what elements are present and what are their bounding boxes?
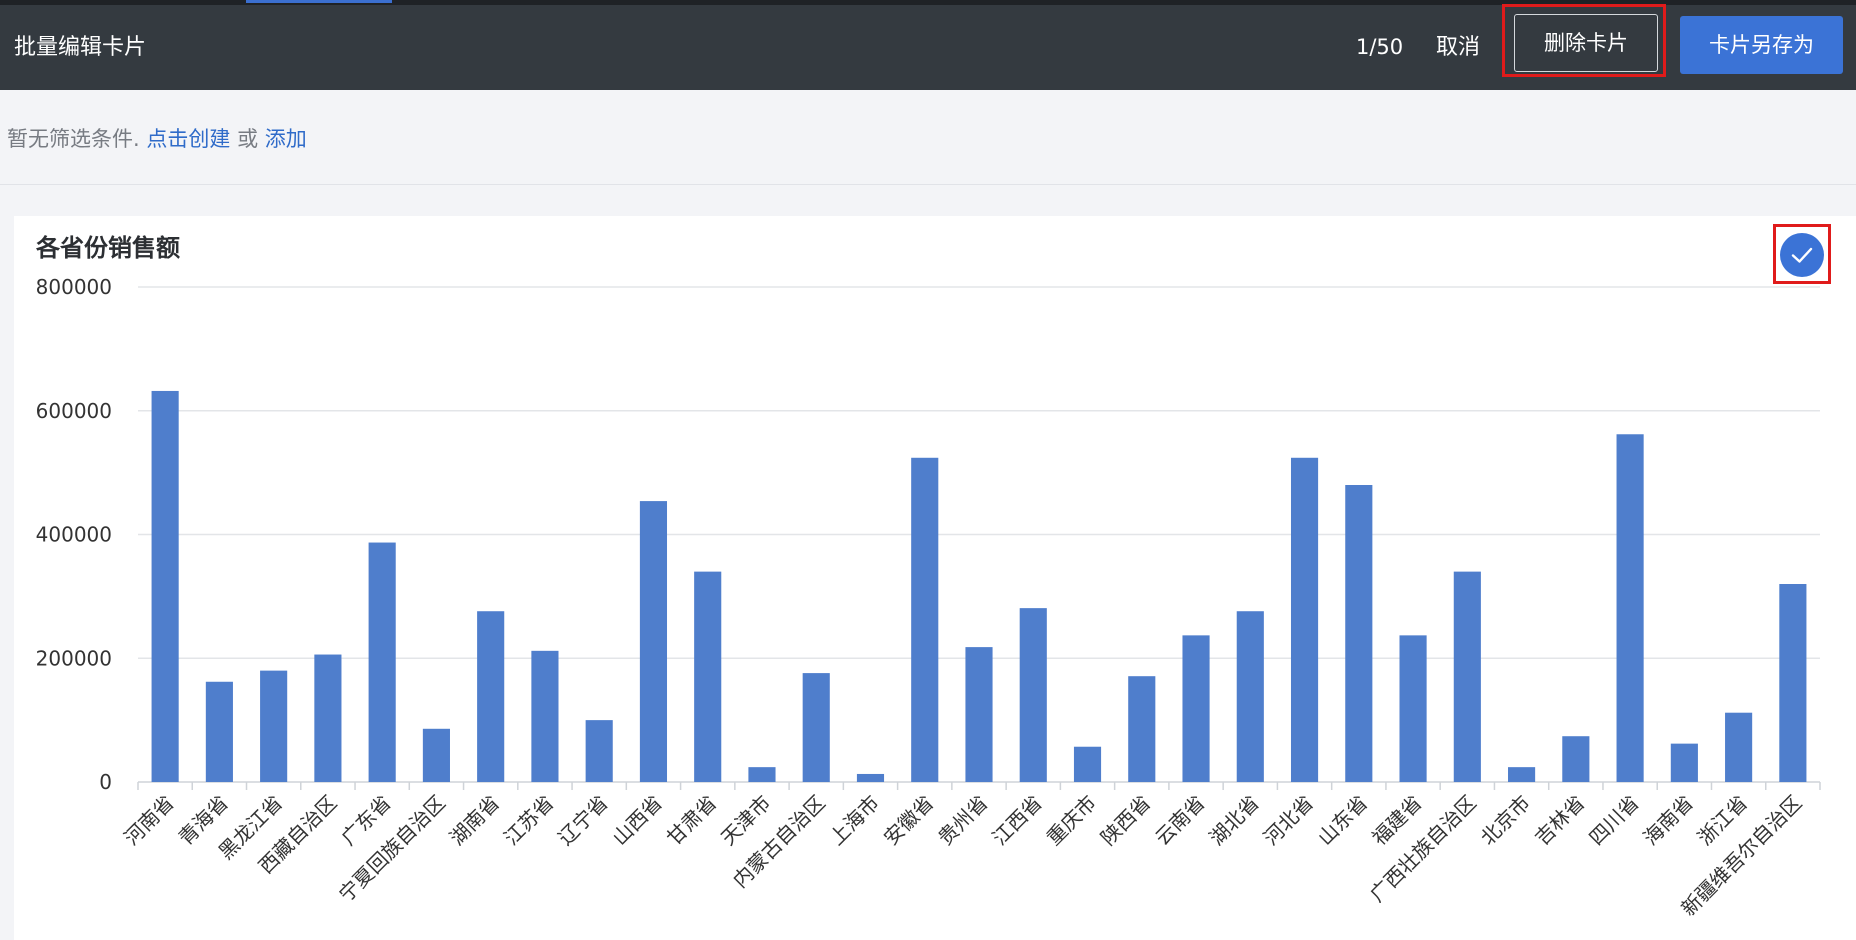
check-button-highlight bbox=[1773, 224, 1831, 284]
add-filter-link[interactable]: 添加 bbox=[264, 127, 307, 151]
filter-empty-message: 暂无筛选条件. 点击创建 或 添加 bbox=[7, 123, 307, 153]
active-tab-indicator bbox=[246, 0, 392, 3]
selection-counter: 1/50 bbox=[1356, 35, 1404, 59]
chart-title: 各省份销售额 bbox=[36, 234, 180, 262]
cancel-button[interactable]: 取消 bbox=[1436, 35, 1481, 60]
delete-button-highlight bbox=[1502, 4, 1666, 77]
delete-card-button[interactable]: 删除卡片 bbox=[1514, 14, 1658, 72]
chart-card[interactable] bbox=[14, 216, 1856, 940]
card-select-check-button[interactable] bbox=[1780, 233, 1824, 277]
save-card-as-button[interactable]: 卡片另存为 bbox=[1680, 16, 1843, 74]
filter-or-text: 或 bbox=[237, 127, 259, 151]
toolbar-title: 批量编辑卡片 bbox=[14, 35, 147, 60]
check-icon bbox=[1791, 247, 1813, 263]
top-tab-strip bbox=[0, 0, 1856, 5]
create-filter-link[interactable]: 点击创建 bbox=[146, 127, 231, 151]
filter-empty-text: 暂无筛选条件. bbox=[7, 127, 140, 151]
filter-bar: 暂无筛选条件. 点击创建 或 添加 bbox=[0, 90, 1856, 185]
